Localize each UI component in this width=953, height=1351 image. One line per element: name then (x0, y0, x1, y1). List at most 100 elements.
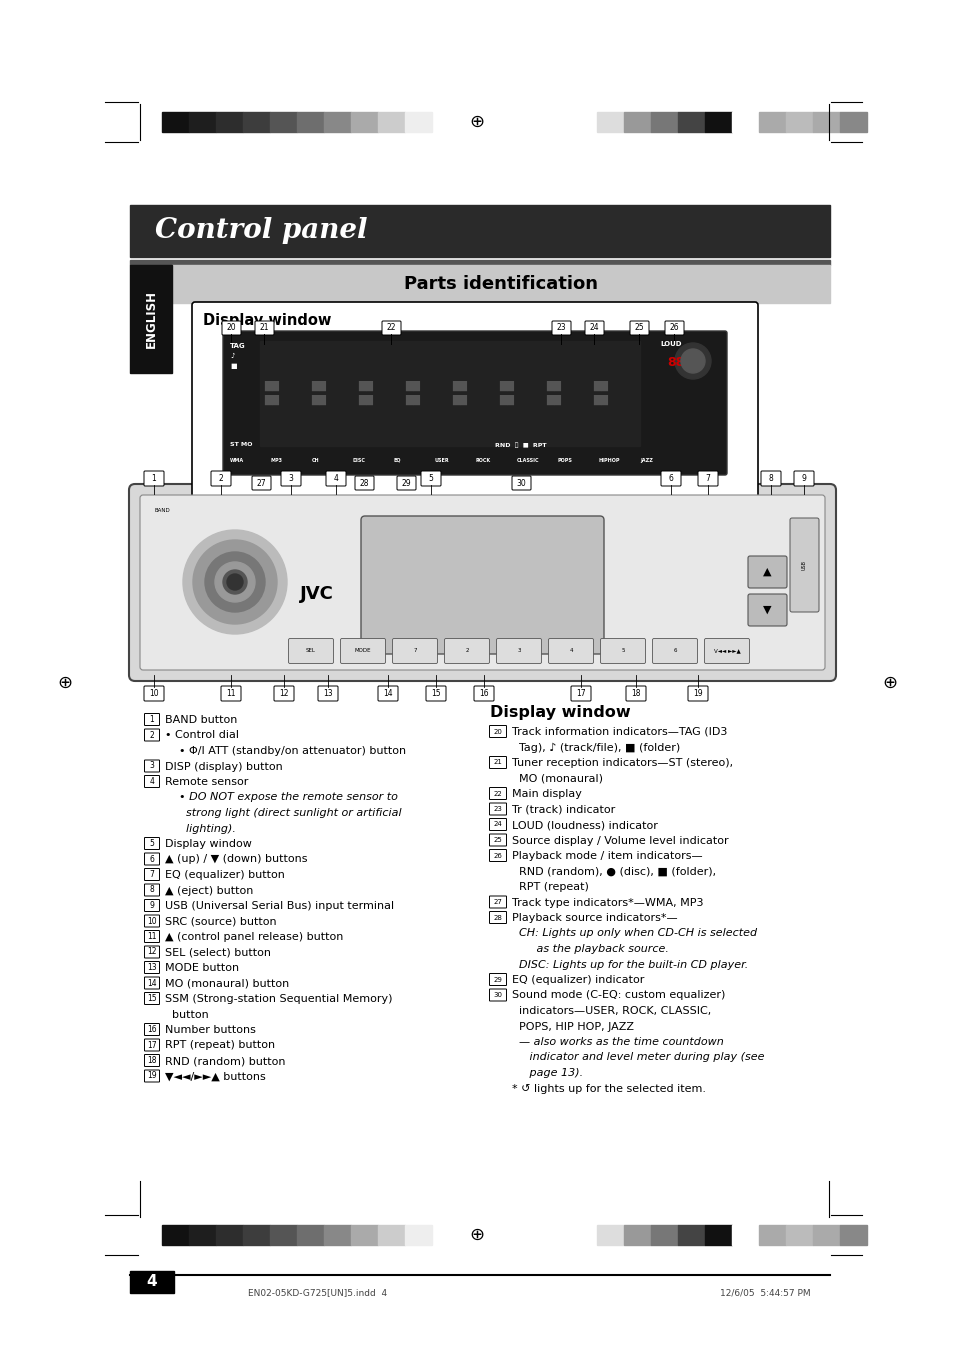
Text: 13: 13 (323, 689, 333, 698)
Bar (597, 1225, 623, 1246)
Text: 5: 5 (620, 648, 624, 654)
Text: ██: ██ (358, 394, 374, 405)
FancyBboxPatch shape (760, 471, 781, 486)
Bar (270, 1225, 296, 1246)
Text: DISC: Lights up for the built-in CD player.: DISC: Lights up for the built-in CD play… (512, 959, 747, 970)
Text: ██: ██ (499, 394, 514, 405)
FancyBboxPatch shape (489, 912, 506, 924)
FancyBboxPatch shape (747, 557, 786, 588)
Text: 19: 19 (147, 1071, 156, 1081)
Text: 1: 1 (152, 474, 156, 484)
Bar (812, 112, 840, 132)
Text: USB (Universal Serial Bus) input terminal: USB (Universal Serial Bus) input termina… (165, 901, 394, 911)
Text: ▲ (control panel release) button: ▲ (control panel release) button (165, 932, 343, 942)
Text: lighting).: lighting). (165, 824, 235, 834)
Bar (597, 112, 623, 132)
Text: 25: 25 (634, 323, 643, 332)
FancyBboxPatch shape (584, 322, 603, 335)
FancyBboxPatch shape (144, 730, 159, 740)
Text: 2: 2 (465, 648, 468, 654)
Bar (731, 1225, 759, 1246)
Circle shape (193, 540, 276, 624)
Text: MO (monaural) button: MO (monaural) button (165, 978, 289, 989)
Text: SSM (Strong-station Sequential Memory): SSM (Strong-station Sequential Memory) (165, 994, 392, 1004)
FancyBboxPatch shape (512, 476, 531, 490)
Bar (243, 112, 270, 132)
FancyBboxPatch shape (144, 775, 159, 788)
Text: 15: 15 (431, 689, 440, 698)
Bar (215, 112, 243, 132)
Text: 22: 22 (493, 790, 502, 797)
Text: 4: 4 (150, 777, 154, 786)
Text: SRC (source) button: SRC (source) button (165, 916, 276, 927)
FancyBboxPatch shape (274, 686, 294, 701)
Text: RPT (repeat): RPT (repeat) (512, 882, 588, 892)
FancyBboxPatch shape (489, 819, 506, 831)
FancyBboxPatch shape (703, 639, 749, 663)
Text: 20: 20 (493, 728, 502, 735)
FancyBboxPatch shape (396, 476, 416, 490)
Text: 26: 26 (493, 852, 502, 858)
FancyBboxPatch shape (489, 974, 506, 985)
Text: ▲ (eject) button: ▲ (eject) button (165, 885, 253, 896)
Text: ██: ██ (312, 394, 326, 405)
Bar (324, 112, 351, 132)
Text: EQ: EQ (394, 458, 401, 463)
FancyBboxPatch shape (129, 484, 835, 681)
FancyBboxPatch shape (221, 686, 241, 701)
Circle shape (675, 343, 710, 380)
Text: 13: 13 (147, 963, 156, 971)
FancyBboxPatch shape (747, 594, 786, 626)
FancyBboxPatch shape (793, 471, 813, 486)
Text: CH: Lights up only when CD-CH is selected: CH: Lights up only when CD-CH is selecte… (512, 928, 757, 939)
Text: 22: 22 (386, 323, 395, 332)
Text: button: button (165, 1009, 209, 1020)
FancyBboxPatch shape (252, 476, 271, 490)
FancyBboxPatch shape (625, 686, 645, 701)
FancyBboxPatch shape (288, 639, 334, 663)
Text: 7: 7 (705, 474, 710, 484)
FancyBboxPatch shape (144, 884, 159, 896)
FancyBboxPatch shape (489, 788, 506, 800)
Text: RND (random) button: RND (random) button (165, 1056, 285, 1066)
Text: ██: ██ (546, 381, 561, 390)
FancyBboxPatch shape (687, 686, 707, 701)
Bar (678, 112, 704, 132)
Text: Tag), ♪ (track/file), ■ (folder): Tag), ♪ (track/file), ■ (folder) (512, 743, 679, 753)
Text: 1: 1 (150, 715, 154, 724)
Text: 23: 23 (493, 807, 502, 812)
Text: 14: 14 (147, 978, 156, 988)
Bar (650, 112, 678, 132)
Text: 17: 17 (147, 1040, 156, 1050)
Text: 17: 17 (576, 689, 585, 698)
FancyBboxPatch shape (489, 896, 506, 908)
Bar (678, 1225, 704, 1246)
Text: 29: 29 (401, 478, 411, 488)
Text: ♪: ♪ (230, 353, 234, 359)
Text: MP3: MP3 (271, 458, 283, 463)
Text: Tr (track) indicator: Tr (track) indicator (512, 804, 615, 815)
FancyBboxPatch shape (340, 639, 385, 663)
FancyBboxPatch shape (144, 1024, 159, 1035)
Text: RND  ⦁  ■  RPT: RND ⦁ ■ RPT (495, 442, 546, 447)
Text: EQ (equalizer) indicator: EQ (equalizer) indicator (512, 975, 643, 985)
Text: LOUD (loudness) indicator: LOUD (loudness) indicator (512, 820, 658, 830)
FancyBboxPatch shape (360, 516, 603, 654)
Text: ▲: ▲ (762, 567, 770, 577)
Text: ⊕: ⊕ (469, 1225, 484, 1244)
Text: 28: 28 (359, 478, 369, 488)
FancyBboxPatch shape (489, 725, 506, 738)
Text: 9: 9 (801, 474, 805, 484)
Text: RND (random), ● (disc), ■ (folder),: RND (random), ● (disc), ■ (folder), (512, 866, 716, 877)
Circle shape (214, 562, 254, 603)
Text: 21: 21 (259, 323, 269, 332)
Text: EQ (equalizer) button: EQ (equalizer) button (165, 870, 285, 880)
FancyBboxPatch shape (144, 869, 159, 881)
Bar (377, 112, 405, 132)
Text: MODE: MODE (355, 648, 371, 654)
Text: WMA: WMA (230, 458, 244, 463)
FancyBboxPatch shape (789, 517, 818, 612)
FancyBboxPatch shape (552, 322, 571, 335)
FancyBboxPatch shape (392, 639, 437, 663)
Bar (351, 112, 377, 132)
